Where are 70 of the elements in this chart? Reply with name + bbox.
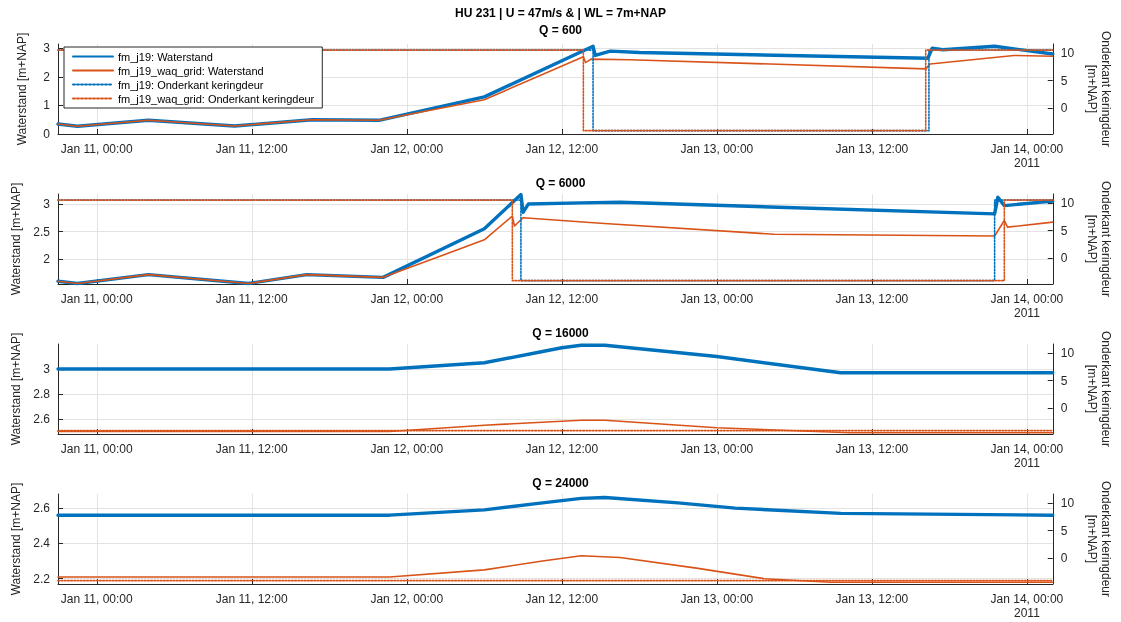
y2-axis-title: Onderkant keringdeur [m+NAP] xyxy=(1085,330,1113,448)
x-tick-label: Jan 13, 12:00 xyxy=(835,442,909,456)
y2-axis-title: Onderkant keringdeur [m+NAP] xyxy=(1085,180,1113,298)
y-tick-label: 2 xyxy=(43,252,51,267)
x-tick-label: Jan 11, 12:00 xyxy=(215,442,289,456)
x-tick-label: Jan 11, 00:00 xyxy=(60,442,133,456)
y2-tick-label: 0 xyxy=(1060,551,1068,566)
x-tick-label: Jan 12, 00:00 xyxy=(370,292,444,306)
x-tick-label: Jan 13, 00:00 xyxy=(680,292,754,306)
chart-title: Q = 16000 xyxy=(532,326,590,340)
x-tick-label: Jan 11, 00:00 xyxy=(60,142,133,156)
x-tick-label: Jan 12, 00:00 xyxy=(370,592,444,606)
y2-tick-label: 5 xyxy=(1060,373,1068,388)
y2-tick-label: 0 xyxy=(1060,251,1068,266)
y2-tick-label: 5 xyxy=(1060,223,1068,238)
y-tick-label: 2.8 xyxy=(33,387,51,401)
legend-label: fm_j19: Waterstand xyxy=(118,50,213,63)
y2-axis-title: Onderkant keringdeur [m+NAP] xyxy=(1085,30,1113,148)
y-tick-label: 1 xyxy=(43,98,51,113)
x-tick-label: Jan 12, 12:00 xyxy=(525,292,599,306)
x-tick-label: Jan 13, 00:00 xyxy=(680,442,754,456)
x-tick-label: Jan 11, 00:00 xyxy=(60,592,133,606)
x-tick-label: Jan 13, 12:00 xyxy=(835,142,909,156)
y-tick-label: 2.2 xyxy=(33,571,51,586)
y2-tick-label: 5 xyxy=(1060,523,1068,538)
y2-tick-label: 0 xyxy=(1060,101,1068,116)
y-axis-title: Waterstand [m+NAP] xyxy=(9,332,24,446)
legend-label: fm_j19: Onderkant keringdeur xyxy=(118,78,264,91)
y-tick-label: 2 xyxy=(43,69,51,84)
legend-label: fm_j19_waq_grid: Onderkant keringdeur xyxy=(118,92,315,105)
y2-axis-title: Onderkant keringdeur [m+NAP] xyxy=(1085,480,1113,598)
chart-title: Q = 6000 xyxy=(535,176,586,190)
x-tick-label: Jan 11, 12:00 xyxy=(215,592,289,606)
y-tick-label: 2.6 xyxy=(33,501,51,516)
y-tick-label: 3 xyxy=(43,362,51,376)
y2-tick-label: 10 xyxy=(1060,45,1075,60)
x-tick-label: Jan 11, 12:00 xyxy=(215,292,289,306)
x-tick-label: Jan 11, 12:00 xyxy=(215,142,289,156)
y-tick-label: 0 xyxy=(43,127,51,141)
x-tick-label: Jan 14, 00:00 2011 xyxy=(990,292,1064,320)
y2-tick-label: 10 xyxy=(1060,345,1075,360)
x-tick-label: Jan 14, 00:00 2011 xyxy=(990,142,1064,170)
x-tick-label: Jan 12, 00:00 xyxy=(370,442,444,456)
y-tick-label: 3 xyxy=(43,41,51,56)
y2-tick-label: 10 xyxy=(1060,495,1075,510)
y2-tick-label: 0 xyxy=(1060,401,1068,416)
y-tick-label: 2.6 xyxy=(33,412,51,426)
legend-label: fm_j19_waq_grid: Waterstand xyxy=(118,64,264,77)
y-tick-label: 3 xyxy=(43,196,51,211)
x-tick-label: Jan 14, 00:00 2011 xyxy=(990,442,1064,470)
y-axis-title: Waterstand [m+NAP] xyxy=(9,482,24,596)
y-tick-label: 2.5 xyxy=(33,224,51,239)
x-tick-label: Jan 12, 12:00 xyxy=(525,442,599,456)
chart-title: HU 231 | U = 47m/s & | WL = 7m+NAP xyxy=(455,6,666,20)
x-tick-label: Jan 12, 12:00 xyxy=(525,142,599,156)
y2-tick-label: 10 xyxy=(1060,195,1075,210)
chart-title: Q = 24000 xyxy=(532,476,590,490)
x-tick-label: Jan 13, 12:00 xyxy=(835,592,909,606)
x-tick-label: Jan 14, 00:00 2011 xyxy=(990,592,1064,620)
x-tick-label: Jan 13, 00:00 xyxy=(680,592,754,606)
x-tick-label: Jan 12, 12:00 xyxy=(525,592,599,606)
x-tick-label: Jan 12, 00:00 xyxy=(370,142,444,156)
y-axis-title: Waterstand [m+NAP] xyxy=(15,32,29,146)
x-tick-label: Jan 11, 00:00 xyxy=(60,292,133,306)
x-tick-label: Jan 13, 00:00 xyxy=(680,142,754,156)
y-tick-label: 2.4 xyxy=(33,536,51,551)
chart-subtitle: Q = 600 xyxy=(538,23,583,37)
y-axis-title: Waterstand [m+NAP] xyxy=(9,182,24,296)
y2-tick-label: 5 xyxy=(1060,73,1068,88)
x-tick-label: Jan 13, 12:00 xyxy=(835,292,909,306)
